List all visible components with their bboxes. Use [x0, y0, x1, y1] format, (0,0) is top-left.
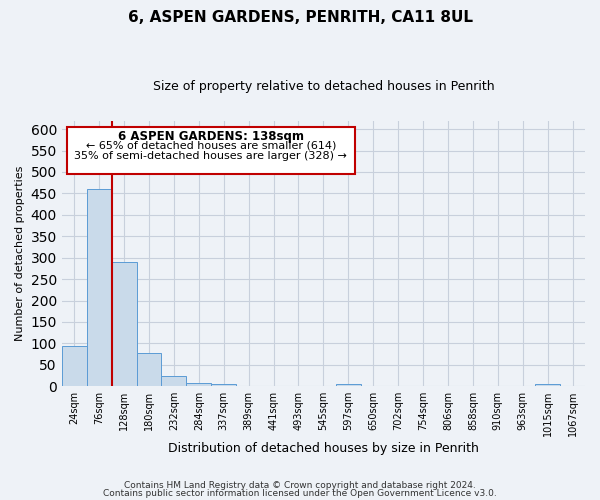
Bar	[161, 376, 187, 386]
X-axis label: Distribution of detached houses by size in Penrith: Distribution of detached houses by size …	[168, 442, 479, 455]
FancyBboxPatch shape	[67, 127, 355, 174]
Bar	[62, 346, 87, 386]
Text: 35% of semi-detached houses are larger (328) →: 35% of semi-detached houses are larger (…	[74, 151, 347, 161]
Bar	[137, 353, 161, 386]
Text: Contains HM Land Registry data © Crown copyright and database right 2024.: Contains HM Land Registry data © Crown c…	[124, 481, 476, 490]
Text: 6 ASPEN GARDENS: 138sqm: 6 ASPEN GARDENS: 138sqm	[118, 130, 304, 143]
Text: ← 65% of detached houses are smaller (614): ← 65% of detached houses are smaller (61…	[86, 140, 336, 150]
Title: Size of property relative to detached houses in Penrith: Size of property relative to detached ho…	[152, 80, 494, 93]
Y-axis label: Number of detached properties: Number of detached properties	[15, 166, 25, 341]
Bar	[211, 384, 236, 386]
Text: 6, ASPEN GARDENS, PENRITH, CA11 8UL: 6, ASPEN GARDENS, PENRITH, CA11 8UL	[128, 10, 473, 25]
Bar	[112, 262, 137, 386]
Bar	[336, 384, 361, 386]
Bar	[535, 384, 560, 386]
Text: Contains public sector information licensed under the Open Government Licence v3: Contains public sector information licen…	[103, 488, 497, 498]
Bar	[187, 383, 211, 386]
Bar	[87, 189, 112, 386]
